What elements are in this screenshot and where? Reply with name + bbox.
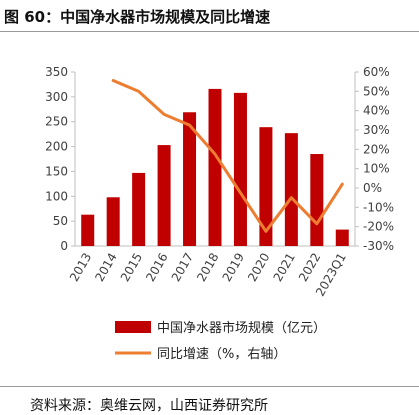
y-left-tick-label: 50: [53, 214, 68, 228]
x-tick-label: 2020: [245, 251, 272, 284]
bar-market-size: [259, 127, 273, 246]
y-right-tick-label: 40%: [363, 104, 390, 118]
x-tick-label: 2019: [220, 250, 247, 283]
bar-market-size: [208, 88, 222, 246]
line-point-yoy: [214, 153, 216, 155]
line-layer: [111, 79, 344, 233]
y-left-tick-label: 300: [45, 90, 68, 104]
x-tick-label: 2017: [169, 251, 196, 284]
legend-swatch-bar: [115, 321, 151, 333]
y-right-tick-label: 10%: [363, 162, 390, 176]
y-right-tick-label: 50%: [363, 84, 390, 98]
y-right-tick-label: 60%: [363, 65, 390, 79]
x-tick-label: 2016: [143, 251, 170, 284]
legend-label-line: 同比增速（%，右轴）: [157, 347, 286, 362]
y-left-tick-label: 150: [45, 164, 68, 178]
bar-market-size: [106, 197, 120, 246]
line-point-yoy: [290, 197, 292, 199]
legend-layer: 中国净水器市场规模（亿元） 同比增速（%，右轴）: [115, 320, 326, 362]
bars-layer: [81, 88, 349, 246]
bar-market-size: [284, 133, 298, 246]
y-left-tick-label: 200: [45, 140, 68, 154]
bar-market-size: [233, 92, 247, 246]
y-left-tick-label: 250: [45, 115, 68, 129]
y-right-tick-label: 20%: [363, 142, 390, 156]
line-yoy-growth: [111, 79, 344, 233]
x-tick-label: 2014: [92, 251, 119, 284]
x-tick-label: 2018: [194, 251, 221, 284]
source-note: 资料来源：奥维云网，山西证券研究所: [30, 398, 268, 414]
figure-title: 图 60：中国净水器市场规模及同比增速: [4, 8, 271, 26]
bar-market-size: [183, 112, 197, 246]
line-point-yoy: [265, 230, 267, 232]
bar-market-size: [81, 214, 95, 246]
x-tick-label: 2015: [118, 251, 145, 284]
line-point-yoy: [341, 183, 343, 185]
line-point-yoy: [316, 223, 318, 225]
y-left-tick-label: 100: [45, 189, 68, 203]
line-point-yoy: [112, 80, 114, 82]
line-point-yoy: [239, 192, 241, 194]
bar-market-size: [310, 154, 324, 246]
y-right-tick-label: -30%: [363, 239, 394, 253]
top-divider: [0, 31, 419, 32]
bar-market-size: [335, 229, 349, 246]
line-point-yoy: [163, 113, 165, 115]
y-right-tick-label: 30%: [363, 123, 390, 137]
y-right-tick-label: -20%: [363, 220, 394, 234]
bottom-divider: [0, 386, 419, 387]
y-left-tick-label: 350: [45, 65, 68, 79]
chart-svg: 0 50 100 150 200 250 300 350 -30% -20% -10% 0% 10% 20…: [45, 65, 394, 362]
y-left-tick-label: 0: [60, 239, 68, 253]
legend-label-bar: 中国净水器市场规模（亿元）: [157, 320, 326, 336]
x-tick-label: 2021: [271, 251, 298, 284]
bar-market-size: [157, 145, 171, 246]
line-point-yoy: [138, 90, 140, 92]
y-right-tick-label: -10%: [363, 200, 394, 214]
x-tick-label: 2013: [67, 251, 94, 284]
line-point-yoy: [189, 124, 191, 126]
bar-market-size: [132, 172, 146, 246]
y-right-tick-label: 0%: [363, 181, 382, 195]
